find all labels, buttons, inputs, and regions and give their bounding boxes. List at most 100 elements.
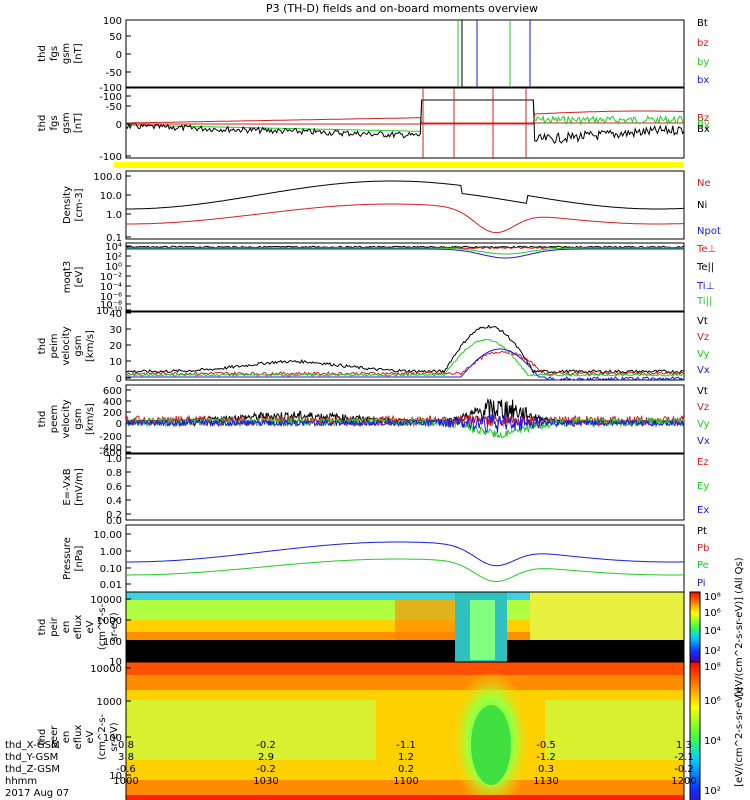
legend-entry: Pt — [697, 526, 707, 537]
data-traces — [125, 20, 685, 582]
y-axis-label: fgs — [49, 115, 60, 130]
x-axis-footer: thd_X-GSM 0.8 -0.2 -1.1 -0.5 1.3 thd_Y-GSM 3.8 2… — [5, 740, 697, 787]
y-tick-label: 1.0 — [106, 210, 122, 221]
y-tick-label: 0 — [116, 120, 122, 131]
legend-entry: Bt — [697, 18, 708, 29]
y-axis-label: [nT] — [73, 43, 84, 63]
y-tick-label: 50 — [109, 32, 122, 43]
x-tick-label: -0.2 — [256, 764, 276, 775]
y-tick-label: 1000 — [97, 616, 122, 627]
y-axis-label: gsm — [61, 43, 72, 64]
y-tick-label: 10 — [109, 771, 122, 782]
y-tick-label: -100 — [99, 92, 122, 103]
vy-ion-trace — [125, 338, 685, 377]
colorbar-ion — [689, 591, 701, 663]
y-tick-label: 0.10 — [100, 564, 122, 575]
y-tick-label: 10⁴ — [105, 242, 122, 253]
y-axis-label: [cm-3] — [74, 188, 85, 221]
y-tick-label: 200 — [103, 408, 122, 419]
y-axis-label: thd — [37, 338, 48, 355]
colorbar-tick-label: 10² — [704, 646, 721, 657]
x-tick-label: -0.6 — [116, 764, 136, 775]
y-tick-label: 10⁻⁸ — [100, 300, 122, 311]
ion-spectrogram — [126, 592, 684, 662]
y-tick-label: 10000 — [90, 664, 122, 675]
legend-entry: Bx — [697, 124, 710, 135]
y-axis-label: sr-eV) — [109, 612, 120, 641]
x-row-label: thd_Z-GSM — [5, 764, 60, 775]
y-tick-label: 0 — [116, 374, 122, 385]
y-axis-label: [mV/m] — [74, 468, 85, 506]
y-axis-label: peer — [49, 725, 60, 749]
y-tick-label: 0 — [116, 419, 122, 430]
y-axis-label: peir — [49, 616, 60, 636]
y-axis-label: Pressure — [62, 537, 73, 580]
x-tick-label: -1.1 — [396, 740, 416, 751]
legend-entry: Ex — [697, 505, 709, 516]
colorbar-tick-label: 10⁶ — [704, 608, 721, 619]
y-axis-label: [nT] — [73, 113, 84, 133]
y-axis-label: thd — [37, 729, 48, 746]
x-tick-label: 1030 — [253, 776, 278, 787]
legend-entry: Npot — [697, 226, 721, 237]
y-tick-label: -50 — [106, 102, 122, 113]
x-tick-label: -0.2 — [674, 764, 694, 775]
legend-entry: Pe — [697, 560, 709, 571]
y-axis-label: en — [61, 621, 72, 634]
y-axis-label: thd — [37, 115, 48, 132]
y-axis-label: gsm — [73, 408, 84, 429]
x-tick-label: 1000 — [113, 776, 138, 787]
legend-entry: by — [697, 57, 709, 68]
y-axis-label: moqt3 — [62, 261, 73, 294]
panel-7-frame — [125, 453, 685, 521]
x-tick-label: -1.2 — [536, 752, 556, 763]
colorbar-tick-label: 10⁴ — [704, 626, 721, 637]
y-axis-label: en — [61, 731, 72, 744]
legend-entry: Te|| — [696, 262, 714, 273]
y-axis-label: gsm — [73, 335, 84, 356]
x-tick-label: 0.3 — [538, 764, 554, 775]
x-tick-label: 2.9 — [258, 752, 274, 763]
y-axis-label: [nPa] — [74, 545, 85, 571]
colorbar-electron — [689, 661, 701, 800]
legend-entry: Vy — [697, 349, 710, 360]
y-axis-label: peim — [49, 333, 60, 358]
y-tick-label: 10 — [109, 657, 122, 668]
y-tick-label: 10 — [109, 357, 122, 368]
y-tick-label: 10⁰ — [105, 262, 122, 273]
legend-entry: Pb — [697, 543, 709, 554]
y-axis-label: eV — [85, 730, 96, 743]
colorbar-tick-label: 10⁶ — [704, 696, 721, 707]
ne-trace — [126, 203, 685, 234]
y-tick-label: 20 — [109, 341, 122, 352]
x-row-label: thd_X-GSM — [5, 740, 60, 751]
colorbar-ticks: 10⁸ 10⁶ 10⁴ 10² [eV/(cm^2-s-sr-eV)] (All Qs)… — [704, 557, 745, 797]
y-tick-labels: 100500-50-100-100-500-100100.010.01.00.1… — [90, 16, 131, 782]
y-tick-label: 10.00 — [93, 530, 122, 541]
legend-entry: Ni — [697, 200, 707, 211]
figure-title: P3 (TH-D) fields and on-board moments ov… — [266, 2, 538, 15]
x-row-label: hhmm — [5, 776, 37, 787]
x-tick-label: 1.2 — [398, 752, 414, 763]
y-axis-label: [eV] — [74, 267, 85, 288]
legend-entry: Ti|| — [696, 296, 712, 307]
legend-entry: Vz — [697, 332, 709, 343]
y-axis-label: thd — [37, 45, 48, 62]
y-axis-label: sr-eV) — [109, 722, 120, 751]
legend-entry: Vy — [697, 419, 710, 430]
bz-trace — [126, 117, 684, 124]
y-tick-label: -200 — [99, 432, 122, 443]
y-tick-label: -100 — [99, 152, 122, 163]
legend-entry: Vx — [697, 365, 710, 376]
by-trace — [126, 99, 685, 132]
y-tick-label: 1000 — [97, 697, 122, 708]
y-axis-label: eflux — [73, 615, 84, 640]
x-tick-label: 1100 — [393, 776, 418, 787]
panel-4-frame — [125, 242, 685, 312]
y-axis-label: (cm^2-s- — [97, 713, 108, 760]
colorbar-tick-label: 10⁸ — [704, 592, 721, 603]
colorbar-tick-label: 10⁴ — [704, 736, 721, 747]
legend-entry: Ti⊥ — [696, 281, 714, 292]
x-tick-label: -0.5 — [536, 740, 556, 751]
